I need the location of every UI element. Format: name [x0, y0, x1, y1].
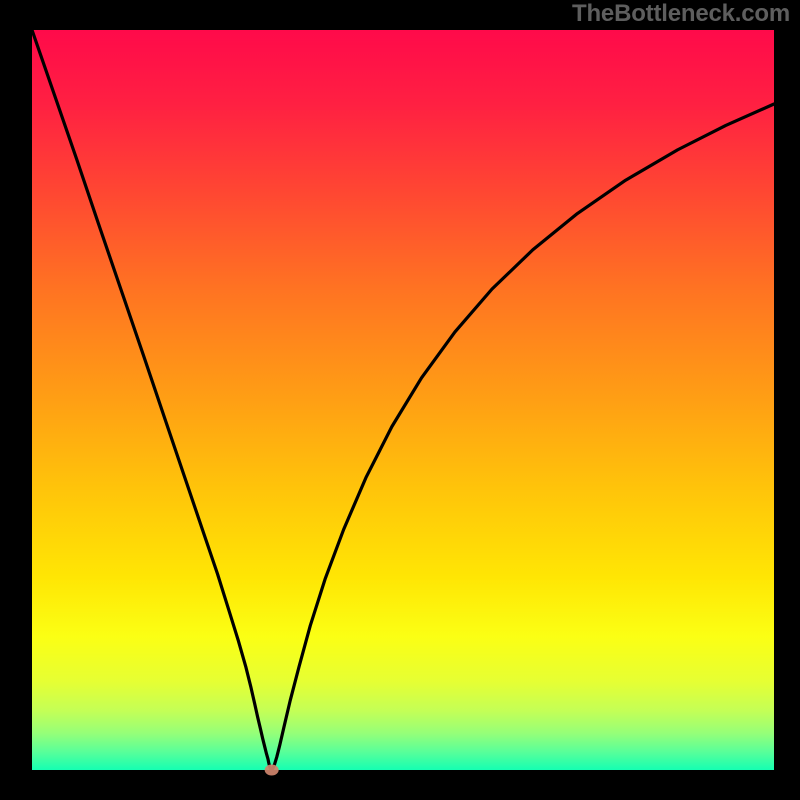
watermark-text: TheBottleneck.com — [572, 0, 790, 28]
bottleneck-curve-chart — [0, 0, 800, 800]
chart-frame: TheBottleneck.com — [0, 0, 800, 800]
plot-background — [32, 30, 774, 770]
optimum-marker — [265, 765, 279, 776]
